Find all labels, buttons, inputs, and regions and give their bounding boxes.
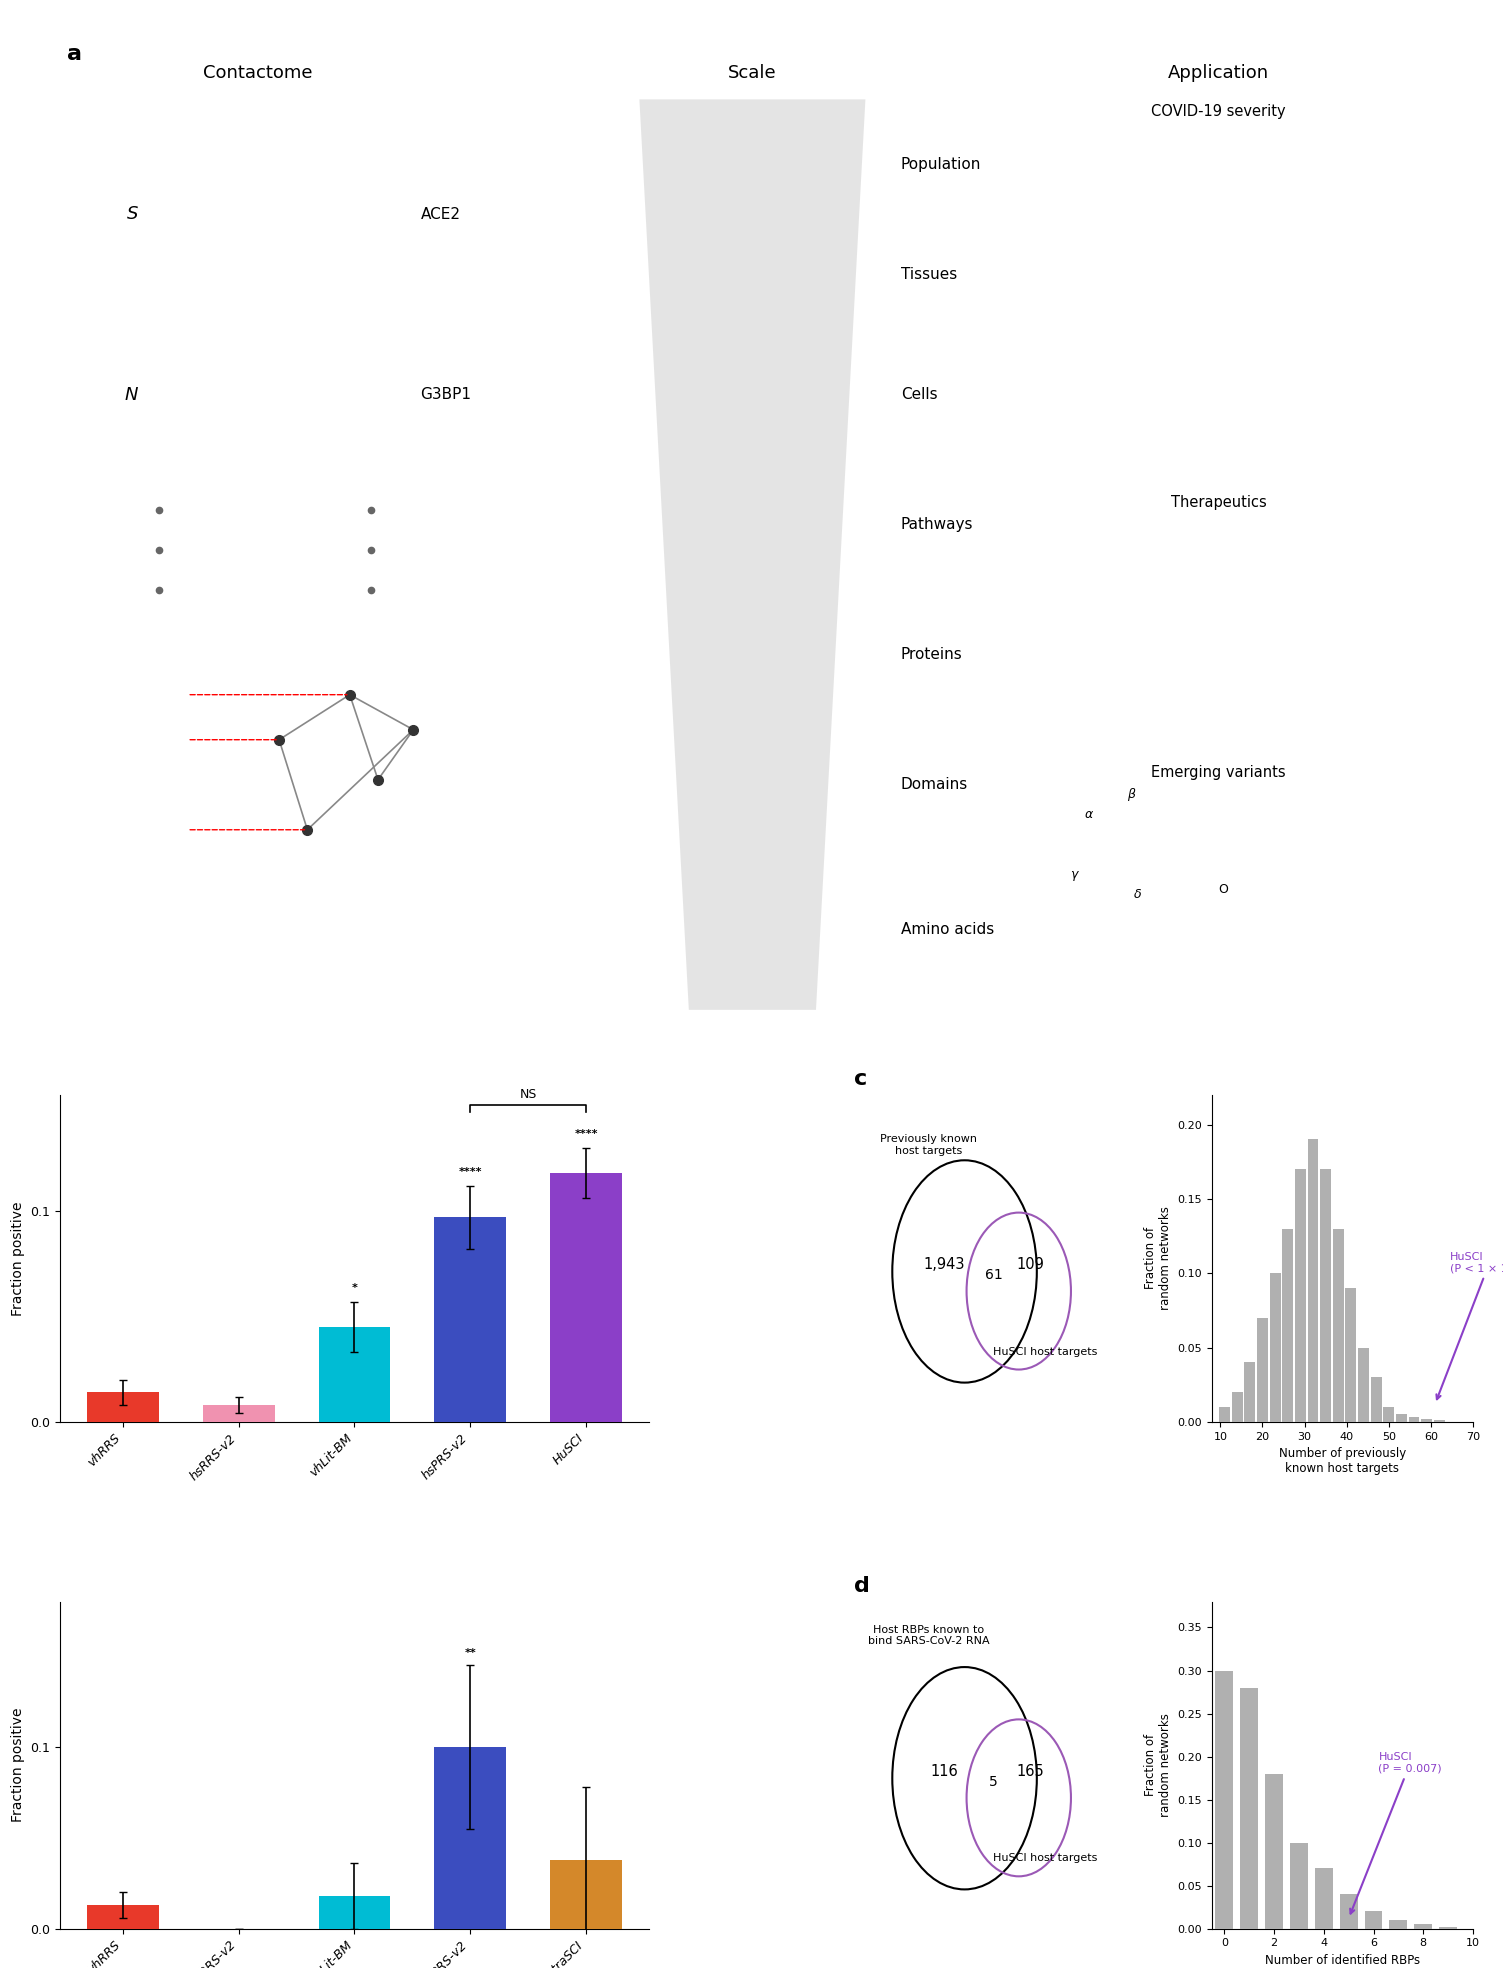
Bar bbox=[1270, 1273, 1281, 1421]
Bar bbox=[1282, 1228, 1293, 1421]
Bar bbox=[1266, 1773, 1284, 1929]
Bar bbox=[1333, 1228, 1344, 1421]
Y-axis label: Fraction positive: Fraction positive bbox=[11, 1200, 26, 1317]
Bar bbox=[434, 1748, 507, 1929]
Text: γ: γ bbox=[1070, 868, 1078, 882]
Bar bbox=[1414, 1925, 1432, 1929]
Text: δ: δ bbox=[1133, 888, 1141, 901]
Text: HuSCI host targets: HuSCI host targets bbox=[992, 1854, 1097, 1864]
Text: O: O bbox=[1219, 884, 1228, 895]
Bar bbox=[1244, 1362, 1255, 1421]
Text: HuSCI
(P < 1 × 10⁻⁴): HuSCI (P < 1 × 10⁻⁴) bbox=[1437, 1252, 1503, 1399]
Bar bbox=[319, 1895, 391, 1929]
Bar bbox=[1365, 1911, 1383, 1929]
Bar bbox=[1383, 1407, 1395, 1421]
Bar bbox=[1308, 1139, 1318, 1421]
Text: α: α bbox=[1085, 809, 1093, 821]
Text: Emerging variants: Emerging variants bbox=[1151, 766, 1287, 779]
Text: 165: 165 bbox=[1018, 1763, 1045, 1779]
Bar bbox=[1232, 1391, 1243, 1421]
Bar bbox=[1422, 1419, 1432, 1421]
Bar bbox=[1339, 1895, 1357, 1929]
Text: 5: 5 bbox=[989, 1775, 998, 1789]
Text: Scale: Scale bbox=[727, 65, 777, 83]
Bar bbox=[1345, 1289, 1356, 1421]
Bar bbox=[1408, 1417, 1419, 1421]
Text: Application: Application bbox=[1168, 65, 1269, 83]
Bar bbox=[87, 1905, 159, 1929]
Bar bbox=[1290, 1842, 1308, 1929]
Text: a: a bbox=[68, 45, 83, 65]
X-axis label: Number of previously
known host targets: Number of previously known host targets bbox=[1279, 1446, 1407, 1476]
Bar bbox=[550, 1860, 622, 1929]
Text: N: N bbox=[125, 386, 138, 403]
Text: S: S bbox=[126, 205, 138, 224]
Text: ****: **** bbox=[458, 1167, 482, 1177]
Text: Population: Population bbox=[900, 157, 981, 171]
Text: Domains: Domains bbox=[900, 777, 968, 793]
Bar bbox=[1257, 1319, 1269, 1421]
Bar bbox=[1216, 1671, 1234, 1929]
Text: Host RBPs known to
bind SARS-CoV-2 RNA: Host RBPs known to bind SARS-CoV-2 RNA bbox=[867, 1624, 989, 1645]
Bar bbox=[1315, 1868, 1333, 1929]
Bar bbox=[1296, 1169, 1306, 1421]
Text: d: d bbox=[854, 1576, 870, 1596]
Text: β: β bbox=[1127, 789, 1135, 801]
Bar bbox=[87, 1391, 159, 1421]
Text: *: * bbox=[352, 1283, 358, 1293]
Text: Proteins: Proteins bbox=[900, 647, 962, 661]
Y-axis label: Fraction of
random networks: Fraction of random networks bbox=[1144, 1206, 1172, 1311]
Text: Previously known
host targets: Previously known host targets bbox=[879, 1134, 977, 1155]
Bar bbox=[1359, 1348, 1369, 1421]
Y-axis label: Fraction positive: Fraction positive bbox=[11, 1708, 26, 1822]
Text: 61: 61 bbox=[984, 1267, 1003, 1281]
Bar bbox=[550, 1173, 622, 1421]
Polygon shape bbox=[639, 100, 866, 1010]
Bar bbox=[319, 1326, 391, 1421]
Text: Pathways: Pathways bbox=[900, 518, 974, 531]
Text: ACE2: ACE2 bbox=[421, 207, 460, 222]
Bar bbox=[434, 1218, 507, 1421]
Text: ****: **** bbox=[574, 1130, 598, 1139]
Text: **: ** bbox=[464, 1647, 476, 1657]
Text: G3BP1: G3BP1 bbox=[421, 388, 472, 401]
Text: c: c bbox=[854, 1069, 867, 1088]
Text: Contactome: Contactome bbox=[203, 65, 313, 83]
Bar bbox=[203, 1405, 275, 1421]
Bar bbox=[1371, 1378, 1381, 1421]
Bar bbox=[1240, 1689, 1258, 1929]
Bar bbox=[1396, 1415, 1407, 1421]
Text: Tissues: Tissues bbox=[900, 268, 957, 281]
Text: Amino acids: Amino acids bbox=[900, 923, 993, 937]
Text: NS: NS bbox=[520, 1088, 537, 1102]
X-axis label: Number of identified RBPs: Number of identified RBPs bbox=[1266, 1954, 1420, 1966]
Bar bbox=[1219, 1407, 1229, 1421]
Text: 1,943: 1,943 bbox=[924, 1258, 965, 1273]
Text: HuSCI
(P = 0.007): HuSCI (P = 0.007) bbox=[1350, 1752, 1441, 1913]
Bar bbox=[1389, 1921, 1407, 1929]
Y-axis label: Fraction of
random networks: Fraction of random networks bbox=[1144, 1714, 1172, 1816]
Text: Cells: Cells bbox=[900, 388, 938, 401]
Text: 109: 109 bbox=[1018, 1258, 1045, 1273]
Text: HuSCI host targets: HuSCI host targets bbox=[992, 1346, 1097, 1356]
Bar bbox=[1320, 1169, 1332, 1421]
Text: 116: 116 bbox=[930, 1763, 959, 1779]
Text: Therapeutics: Therapeutics bbox=[1171, 494, 1267, 510]
Text: COVID-19 severity: COVID-19 severity bbox=[1151, 104, 1287, 120]
